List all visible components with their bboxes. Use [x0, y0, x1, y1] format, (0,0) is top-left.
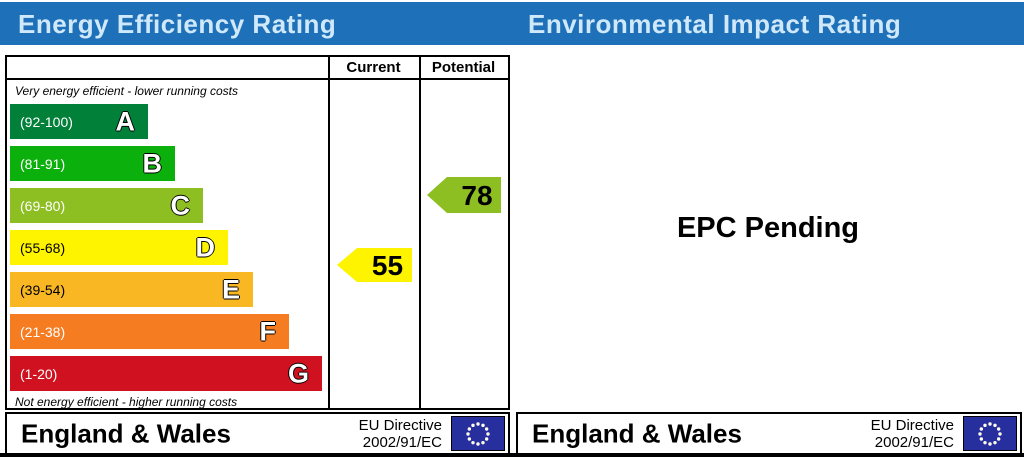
- band-letter: C: [170, 190, 191, 220]
- column-divider-current: [328, 57, 330, 408]
- potential-arrow-shape: 78: [427, 177, 501, 213]
- bottom-note: Not energy efficient - higher running co…: [15, 395, 238, 409]
- band-range-label: (39-54): [20, 281, 66, 298]
- band-C: (69-80) C: [10, 188, 203, 223]
- band-range-label: (1-20): [20, 365, 58, 382]
- band-range-label: (69-80): [20, 197, 66, 214]
- current-arrow-value: 55: [372, 250, 403, 281]
- header-bar: Energy Efficiency Rating Environmental I…: [0, 2, 1024, 45]
- potential-column-header: Potential: [431, 59, 496, 76]
- header-row-divider: [7, 78, 508, 80]
- band-range-label: (81-91): [20, 155, 66, 172]
- region-label: England & Wales: [532, 418, 742, 448]
- potential-arrow-value: 78: [461, 180, 492, 211]
- eu-directive-label: EU Directive 2002/91/EC: [359, 417, 442, 451]
- energy-efficiency-title: Energy Efficiency Rating: [18, 9, 337, 39]
- current-rating-arrow: 55: [337, 248, 412, 287]
- current-arrow-shape: 55: [337, 248, 412, 282]
- eu-directive-label: EU Directive 2002/91/EC: [871, 417, 954, 451]
- column-divider-potential: [419, 57, 421, 408]
- energy-rating-chart: Current Potential Very energy efficient …: [5, 55, 510, 410]
- band-B: (81-91) B: [10, 146, 175, 181]
- potential-rating-arrow: 78: [427, 177, 501, 218]
- environmental-impact-title: Environmental Impact Rating: [528, 9, 902, 39]
- band-range-label: (21-38): [20, 323, 66, 340]
- eu-flag-icon: [963, 416, 1017, 451]
- eu-flag-icon: [451, 416, 505, 451]
- eu-directive-line1: EU Directive: [870, 417, 954, 434]
- band-E: (39-54) E: [10, 272, 253, 307]
- band-G: (1-20) G: [10, 356, 322, 391]
- band-letter: B: [142, 148, 163, 178]
- band-letter: F: [259, 316, 277, 346]
- eu-directive-line1: EU Directive: [358, 417, 442, 434]
- footer-england-wales-left: England & Wales EU Directive 2002/91/EC: [5, 412, 510, 455]
- eu-directive-line2: 2002/91/EC: [874, 434, 954, 451]
- band-range-label: (92-100): [20, 113, 73, 130]
- region-label: England & Wales: [21, 418, 231, 448]
- epc-pending-status: EPC Pending: [676, 212, 860, 244]
- current-column-header: Current: [346, 59, 401, 76]
- footer-england-wales-right: England & Wales EU Directive 2002/91/EC: [516, 412, 1022, 455]
- band-letter: D: [195, 232, 216, 262]
- band-F: (21-38) F: [10, 314, 289, 349]
- band-letter: A: [115, 106, 136, 136]
- top-note: Very energy efficient - lower running co…: [15, 84, 238, 98]
- band-D: (55-68) D: [10, 230, 228, 265]
- bottom-border: [0, 453, 1024, 457]
- band-letter: E: [221, 274, 240, 304]
- band-letter: G: [287, 358, 309, 388]
- band-range-label: (55-68): [20, 239, 66, 256]
- band-A: (92-100) A: [10, 104, 148, 139]
- eu-directive-line2: 2002/91/EC: [362, 434, 442, 451]
